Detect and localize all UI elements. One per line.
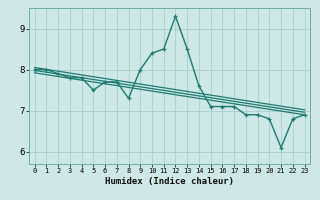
X-axis label: Humidex (Indice chaleur): Humidex (Indice chaleur) [105, 177, 234, 186]
